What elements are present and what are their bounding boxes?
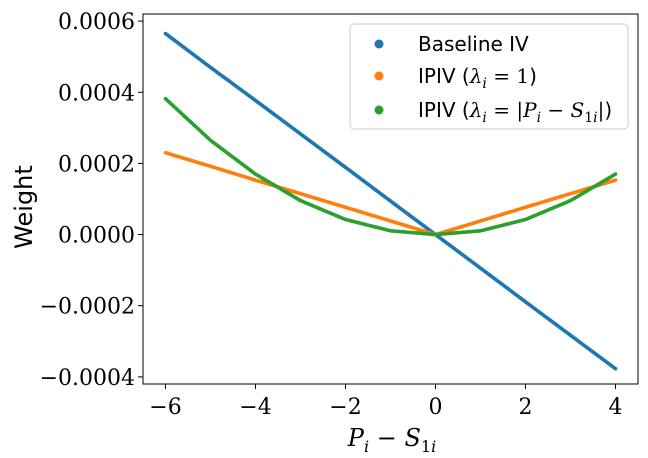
series-0: [163, 31, 618, 371]
y-tick-label: 0.0004: [58, 81, 135, 106]
legend-marker-ipiv-lambda-abs: [374, 105, 384, 115]
tick-layer: −6 −4 −2 0 2 4 −0.0004 −0.0002 0.0000 0.0002 0.000…: [40, 10, 623, 420]
data-point: [613, 172, 618, 176]
series-1: [163, 150, 618, 237]
y-axis-label: Weight: [10, 165, 38, 249]
y-tick-label: 0.0002: [58, 152, 135, 177]
legend-marker-ipiv-lambda-one: [374, 71, 384, 81]
legend-label-ipiv-lambda-abs: IPIV (λi = |Pi − S1i|): [418, 98, 612, 126]
legend-marker-baseline-iv: [374, 39, 384, 49]
axes-frame: [142, 13, 639, 385]
x-tick-label: −2: [329, 395, 361, 420]
x-tick-label: 2: [519, 395, 533, 420]
legend-label-ipiv-lambda-one: IPIV (λi = 1): [418, 64, 537, 92]
plot-area: [163, 31, 618, 371]
legend-label-baseline-iv: Baseline IV: [418, 32, 529, 56]
data-point: [613, 366, 618, 371]
x-axis-label: Pi − S1i: [347, 424, 436, 456]
x-tick-label: 0: [429, 395, 443, 420]
y-tick-label: 0.0006: [58, 10, 135, 35]
y-tick-label: −0.0002: [40, 295, 135, 320]
legend-box: [349, 23, 629, 130]
y-tick-label: −0.0004: [40, 366, 135, 391]
data-point: [613, 178, 618, 182]
x-tick-label: 4: [609, 395, 623, 420]
legend: Baseline IV IPIV (λi = 1) IPIV (λi = |Pi…: [349, 23, 629, 130]
series-2: [163, 96, 618, 237]
y-tick-label: 0.0000: [58, 224, 135, 249]
x-tick-label: −4: [239, 395, 271, 420]
x-tick-label: −6: [149, 395, 181, 420]
